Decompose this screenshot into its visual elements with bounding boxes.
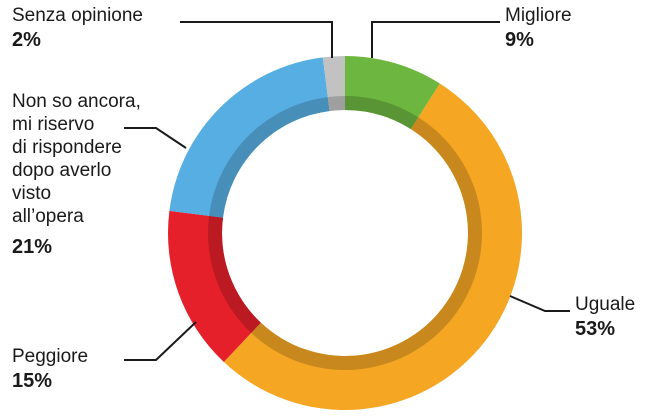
leader-migliore	[371, 21, 500, 58]
label-non-so-ancora: Non so ancora, mi riservo di rispondere …	[12, 90, 141, 259]
slice-value: 21%	[12, 236, 53, 258]
slice-inner-shadow	[251, 117, 482, 370]
slice-label: Non so ancora, mi riservo di rispondere …	[12, 91, 141, 227]
slice-value: 9%	[505, 29, 534, 51]
slice-inner-shadow	[209, 97, 330, 218]
slice-peggiore	[168, 210, 261, 363]
slice-label: Senza opinione	[12, 5, 143, 26]
slice-value: 15%	[12, 370, 53, 392]
label-migliore: Migliore 9%	[505, 4, 572, 52]
slice-value: 53%	[575, 318, 616, 340]
label-senza-opinione: Senza opinione 2%	[12, 4, 143, 52]
leader-senza-opinione	[180, 21, 333, 58]
slice-label: Uguale	[575, 294, 636, 315]
leader-uguale	[509, 295, 570, 312]
slice-uguale	[223, 83, 523, 411]
label-uguale: Uguale 53%	[575, 293, 635, 341]
slice-label: Migliore	[505, 5, 572, 26]
slice-label: Peggiore	[12, 346, 89, 367]
slice-inner-shadow	[208, 215, 261, 333]
leader-non-so-ancora	[124, 127, 187, 149]
slice-inner-shadow	[327, 96, 345, 111]
slice-value: 2%	[12, 29, 41, 51]
slice-inner-shadow	[345, 96, 419, 130]
leader-peggiore	[124, 321, 197, 361]
label-peggiore: Peggiore 15%	[12, 345, 88, 393]
